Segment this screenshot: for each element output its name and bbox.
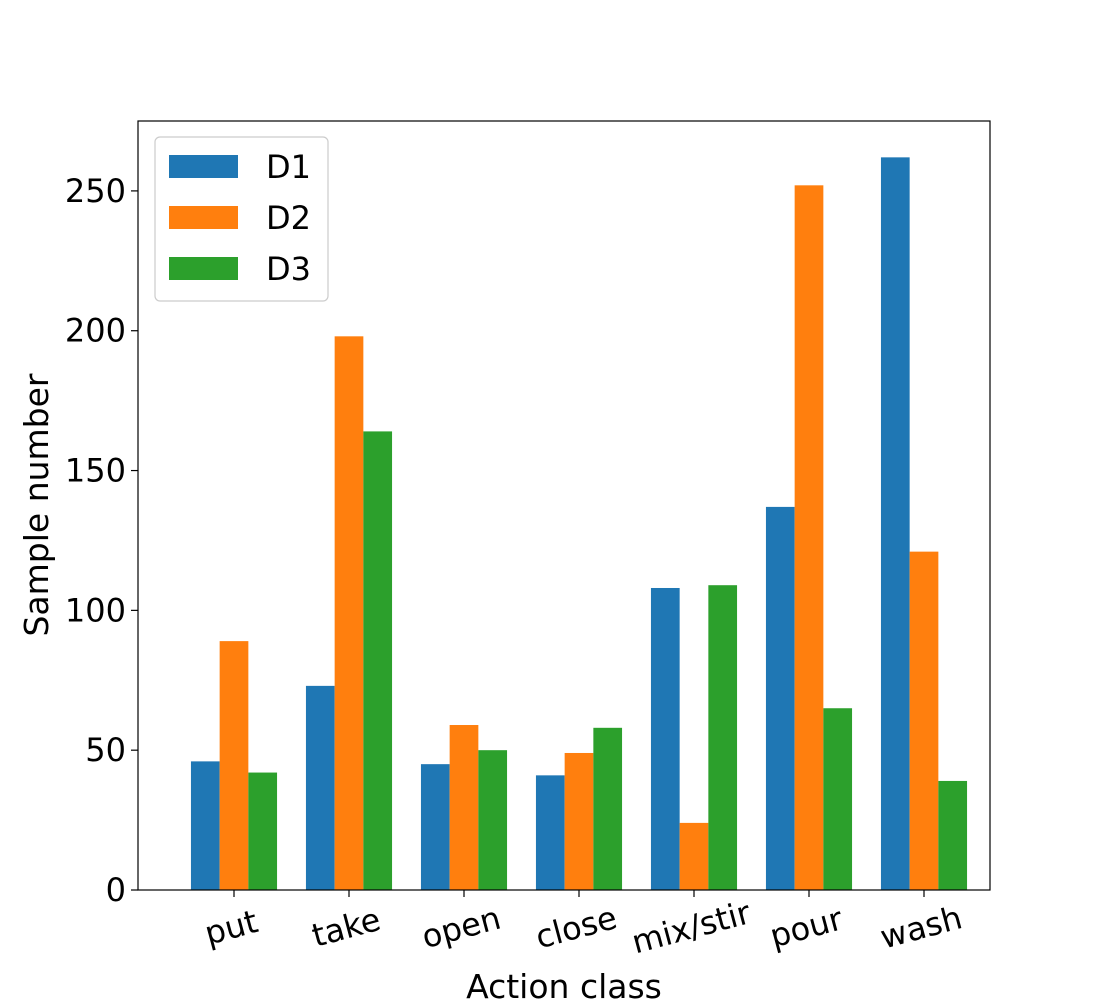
y-tick-label: 150 — [65, 452, 126, 490]
y-tick-label: 250 — [65, 172, 126, 210]
bar-d2-close — [564, 752, 594, 890]
bar-d3-open — [478, 750, 508, 890]
y-tick-label: 100 — [65, 591, 126, 629]
bar-d2-mix-stir — [679, 822, 709, 890]
bar-d2-pour — [794, 185, 824, 890]
bar-d3-wash — [938, 780, 968, 890]
bar-d1-mix-stir — [650, 587, 680, 890]
bars-layer — [190, 157, 968, 891]
bar-d1-take — [305, 685, 335, 890]
bar-d3-take — [363, 431, 393, 890]
y-axis: 0 50 100 150 200 250 — [65, 172, 138, 909]
legend-swatch-d1 — [169, 155, 238, 178]
y-tick-label: 50 — [85, 731, 126, 769]
legend-label-d1: D1 — [266, 148, 311, 186]
bar-d3-put — [248, 772, 278, 890]
legend: D1 D2 D3 — [154, 136, 329, 302]
plot-frame — [137, 120, 991, 891]
bar-d1-open — [420, 764, 450, 890]
bar-d1-put — [190, 761, 220, 890]
legend-swatch-d2 — [169, 206, 238, 229]
x-axis-title: Action class — [466, 967, 662, 1000]
y-tick-label: 0 — [106, 871, 126, 909]
legend-label-d3: D3 — [266, 250, 311, 288]
bar-d1-close — [535, 775, 565, 890]
bar-d2-take — [334, 336, 364, 890]
y-tick-label: 200 — [65, 312, 126, 350]
bar-d3-close — [593, 727, 623, 890]
bar-d2-put — [219, 641, 249, 890]
y-axis-title: Sample number — [17, 373, 56, 636]
bar-d2-open — [449, 725, 479, 890]
bar-d3-pour — [823, 708, 853, 890]
bar-d3-mix-stir — [708, 585, 738, 890]
bar-d2-wash — [909, 551, 939, 890]
legend-swatch-d3 — [169, 257, 238, 280]
bar-d1-pour — [765, 506, 795, 890]
legend-label-d2: D2 — [266, 199, 311, 237]
bar-d1-wash — [880, 157, 910, 891]
